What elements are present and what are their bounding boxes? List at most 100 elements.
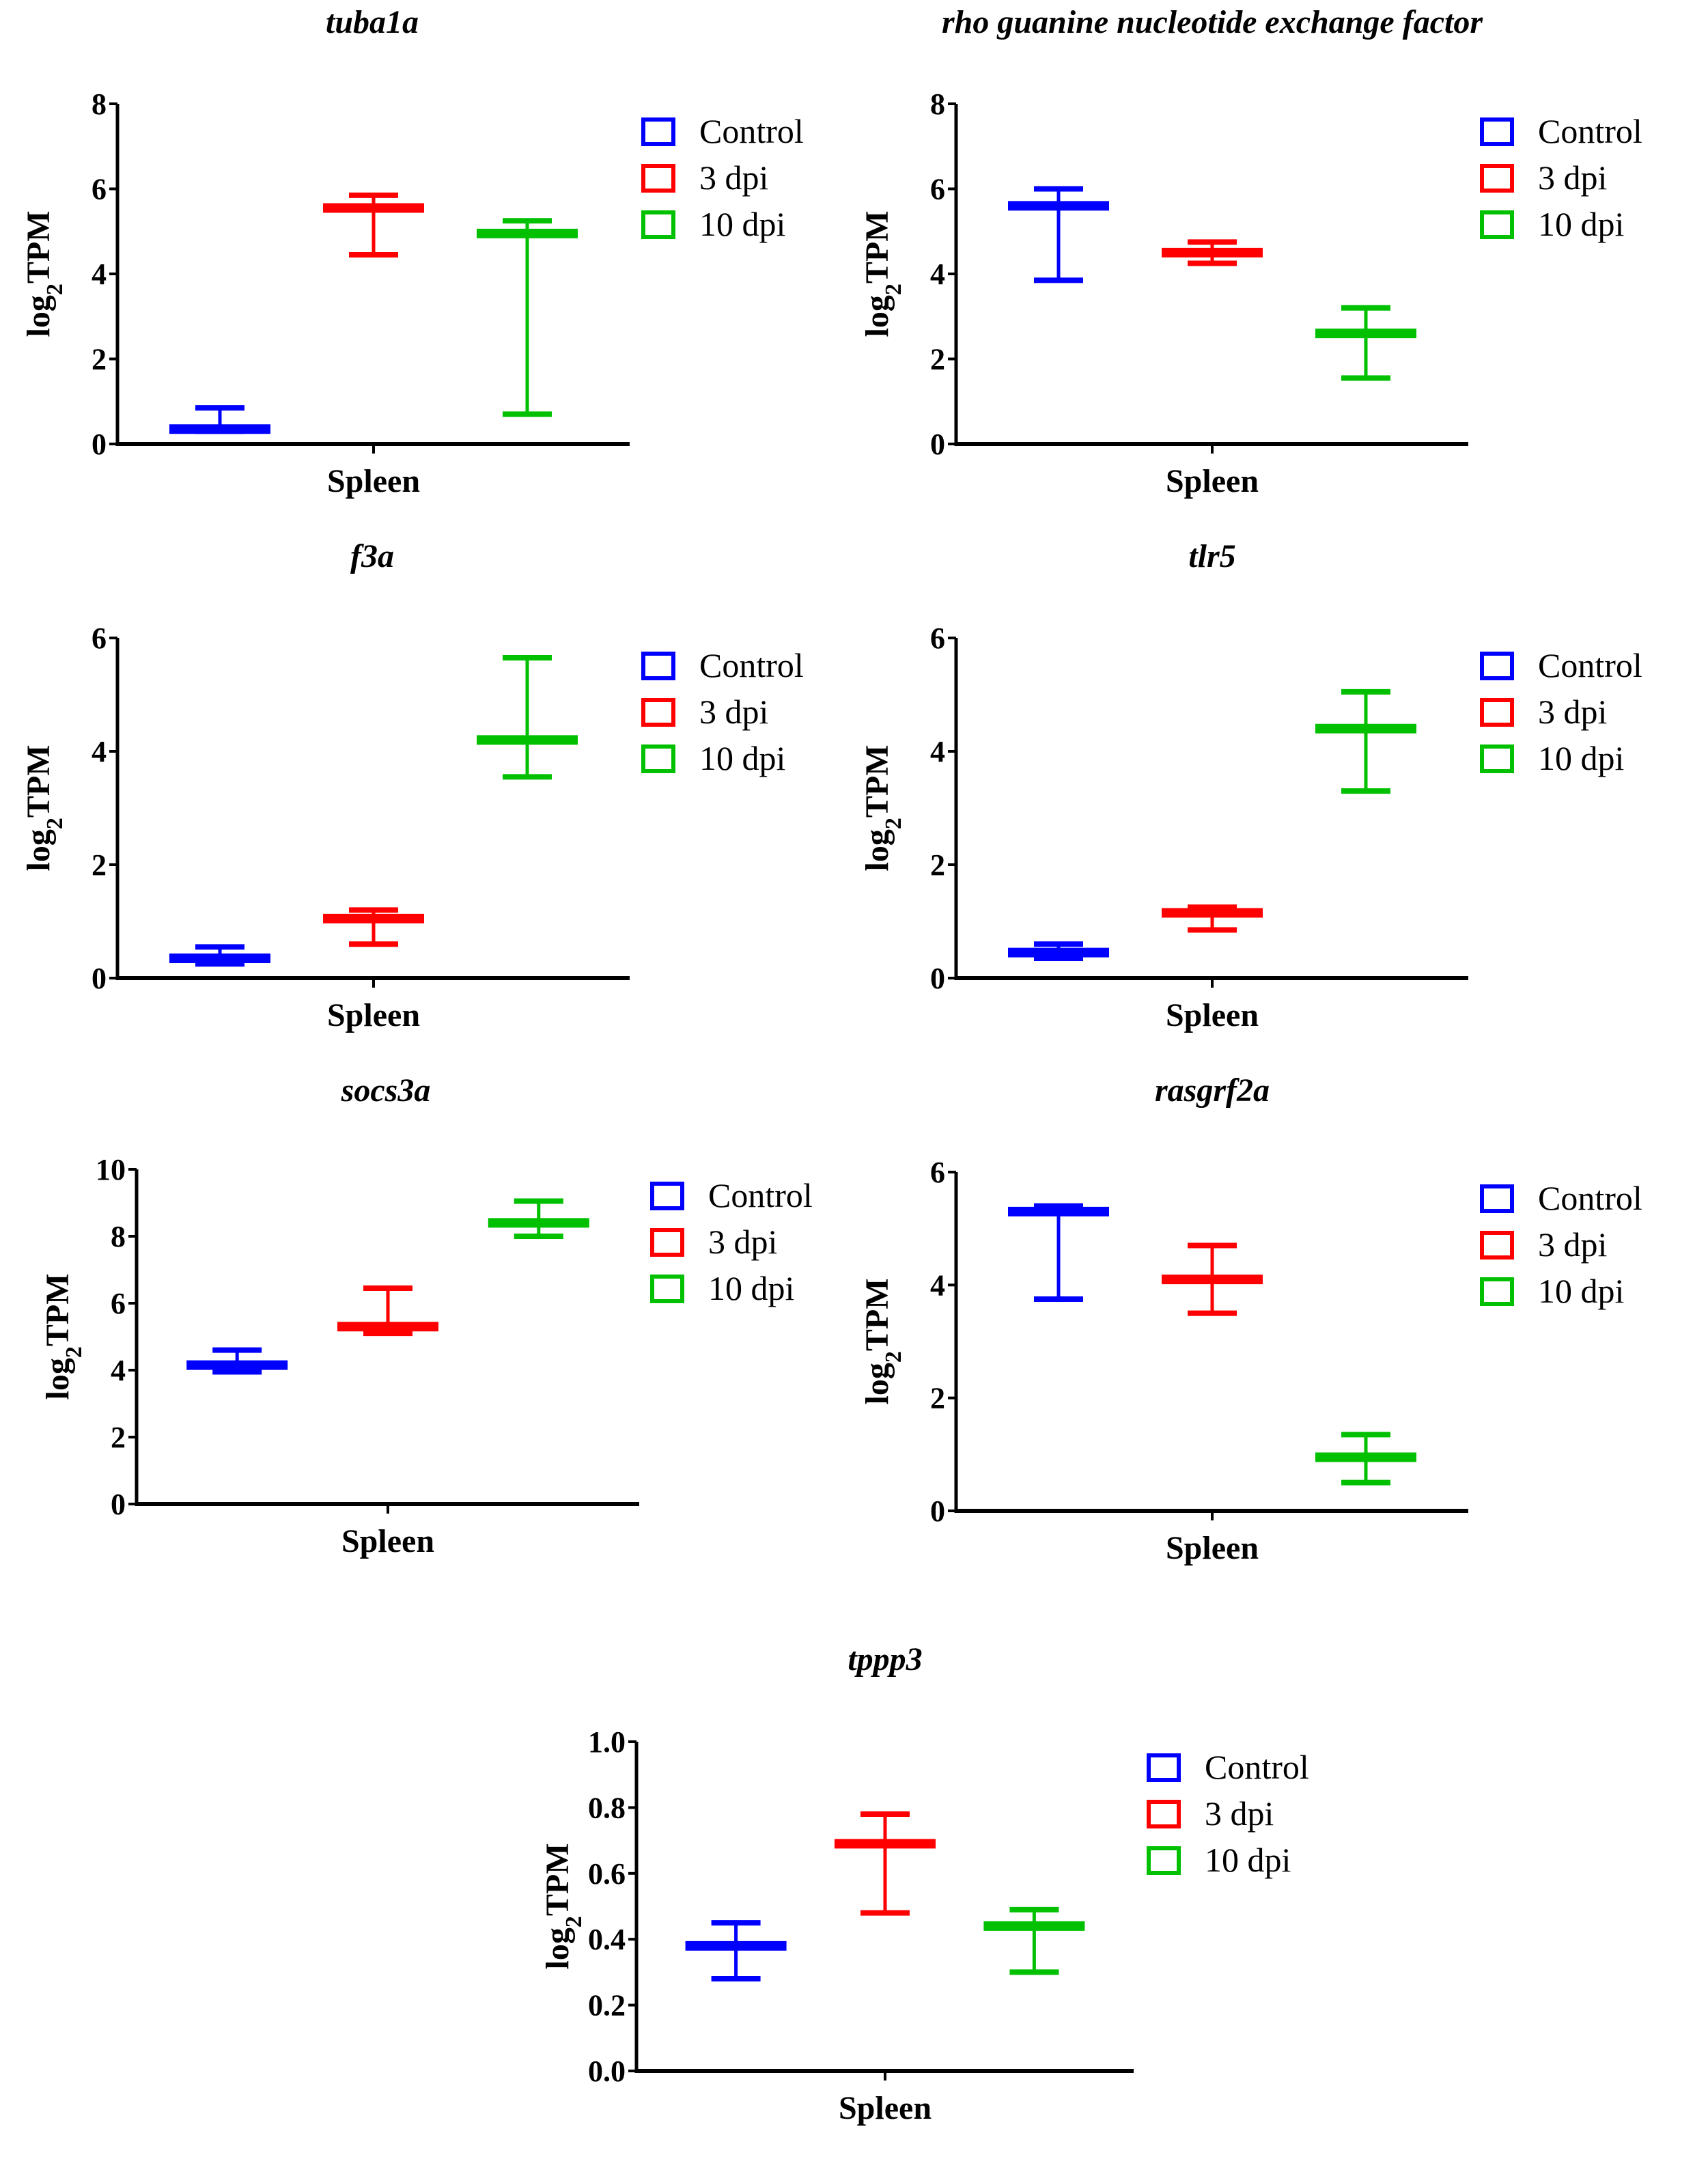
legend-label: Control [1538, 112, 1642, 150]
y-tick-label: 0.6 [588, 1857, 626, 1891]
legend-label: Control [708, 1176, 813, 1214]
series-Control [1008, 186, 1109, 283]
y-axis-label: log2TPM [859, 745, 906, 872]
legend-swatch [1147, 1846, 1181, 1875]
legend-label: 3 dpi [699, 158, 768, 197]
chart-title: rasgrf2a [1155, 1072, 1270, 1109]
legend-swatch [1480, 117, 1514, 146]
chart-title: tlr5 [1188, 538, 1235, 574]
y-tick-label: 0.0 [588, 2055, 626, 2088]
y-tick-label: 2 [930, 848, 945, 882]
legend-label: 10 dpi [1538, 205, 1624, 243]
y-tick-label: 4 [930, 1268, 945, 1302]
y-tick-label: 4 [92, 258, 107, 291]
chart-panel-socs3a: socs3a 0 2 4 6 8 10 Spleen log2TPM Control 3 dpi 10… [40, 1072, 813, 1559]
series-3-dpi [323, 907, 424, 947]
y-tick-label: 6 [92, 622, 107, 655]
legend-swatch [1480, 210, 1514, 239]
chart-title: f3a [350, 538, 394, 574]
series-10-dpi [1315, 1432, 1416, 1486]
y-tick-label: 1.0 [588, 1725, 626, 1759]
y-tick-label: 0 [111, 1488, 126, 1521]
y-tick-label: 4 [930, 258, 945, 291]
legend-swatch [1480, 744, 1514, 773]
y-tick-label: 0 [92, 428, 107, 461]
series-3-dpi [323, 192, 424, 258]
legend-swatch [1480, 164, 1514, 193]
y-tick-label: 0 [92, 962, 107, 995]
y-axis-label: log2TPM [20, 211, 68, 337]
y-tick-label: 10 [96, 1153, 126, 1186]
y-tick-label: 6 [930, 173, 945, 206]
legend-swatch [1480, 1184, 1514, 1213]
legend-label: 10 dpi [1538, 739, 1624, 777]
y-tick-label: 0.2 [588, 1989, 626, 2022]
y-tick-label: 6 [92, 173, 107, 206]
legend-swatch [1480, 1231, 1514, 1260]
series-10-dpi [1315, 305, 1416, 381]
legend-swatch [1480, 652, 1514, 680]
y-tick-label: 0 [930, 428, 945, 461]
series-10-dpi [1315, 688, 1416, 794]
y-axis-label: log2TPM [540, 1843, 587, 1970]
y-tick-label: 2 [111, 1421, 126, 1454]
series-Control [685, 1920, 787, 1982]
y-tick-label: 4 [92, 735, 107, 768]
legend-label: 3 dpi [1205, 1794, 1274, 1833]
series-Control [1008, 1203, 1109, 1302]
series-Control [169, 405, 270, 434]
series-10-dpi [983, 1906, 1085, 1975]
y-tick-label: 8 [92, 87, 107, 121]
legend-label: 10 dpi [708, 1269, 794, 1307]
chart-panel-tuba1a: tuba1a 0 2 4 6 8 Spleen log2TPM Control 3 dpi 10 d… [20, 4, 804, 499]
legend-label: 3 dpi [699, 693, 768, 731]
legend-swatch [650, 1275, 684, 1303]
chart-title: tuba1a [326, 4, 419, 40]
legend-label: Control [699, 646, 804, 684]
y-tick-label: 2 [930, 343, 945, 376]
x-axis-label: Spleen [1166, 1530, 1259, 1566]
legend-swatch [1480, 1277, 1514, 1306]
y-axis-label: log2TPM [859, 1279, 906, 1405]
legend-swatch [641, 652, 675, 680]
y-tick-label: 6 [930, 1156, 945, 1189]
x-axis-label: Spleen [341, 1523, 434, 1559]
legend-label: 3 dpi [708, 1223, 777, 1261]
y-tick-label: 4 [111, 1354, 126, 1387]
legend-label: 3 dpi [1538, 158, 1607, 197]
legend-swatch [641, 210, 675, 239]
legend-label: 10 dpi [1538, 1272, 1624, 1310]
y-axis-label: log2TPM [20, 745, 68, 872]
chart-title: rho guanine nucleotide exchange factor [942, 4, 1483, 40]
y-tick-label: 8 [111, 1220, 126, 1253]
legend-swatch [1147, 1753, 1181, 1782]
y-tick-label: 2 [930, 1382, 945, 1415]
legend-label: Control [1538, 1179, 1642, 1217]
legend-label: 3 dpi [1538, 693, 1607, 731]
y-tick-label: 0 [930, 962, 945, 995]
y-tick-label: 0.4 [588, 1923, 626, 1956]
y-axis-label: log2TPM [40, 1274, 87, 1400]
chart-title: tppp3 [848, 1641, 922, 1678]
legend-label: Control [1205, 1748, 1309, 1786]
x-axis-label: Spleen [327, 997, 420, 1033]
legend-swatch [650, 1228, 684, 1257]
legend-label: Control [1538, 646, 1642, 684]
y-tick-label: 6 [930, 622, 945, 655]
x-axis-label: Spleen [327, 463, 420, 499]
series-Control [169, 944, 270, 967]
y-tick-label: 2 [92, 848, 107, 882]
series-3-dpi [835, 1811, 936, 1916]
x-axis-label: Spleen [1166, 463, 1259, 499]
y-tick-label: 4 [930, 735, 945, 768]
chart-panel-f3a: f3a 0 2 4 6 Spleen log2TPM Control 3 dpi 10 dpi [20, 538, 804, 1033]
legend-swatch [1147, 1800, 1181, 1828]
chart-panel-tlr5: tlr5 0 2 4 6 Spleen log2TPM Control 3 dpi 10 dpi [859, 538, 1642, 1033]
chart-panel-tppp3: tppp3 0.0 0.2 0.4 0.6 0.8 1.0 Spleen log2TPM Cont… [540, 1641, 1309, 2126]
chart-panel-rho-guanine-nucleotide-exchange-factor: rho guanine nucleotide exchange factor 0 2… [859, 4, 1642, 499]
y-tick-label: 6 [111, 1287, 126, 1320]
legend-swatch [641, 744, 675, 773]
legend-swatch [641, 698, 675, 727]
legend-swatch [650, 1182, 684, 1210]
